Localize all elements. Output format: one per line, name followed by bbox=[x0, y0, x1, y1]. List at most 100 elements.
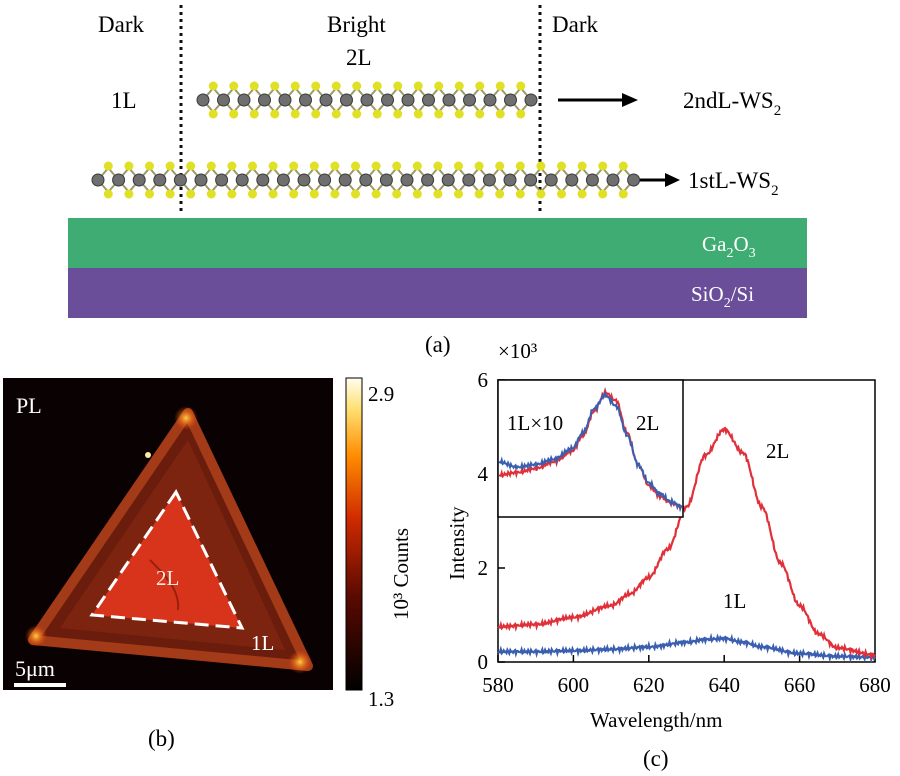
layer1-sulfur-atom bbox=[186, 161, 196, 171]
region-center-label: Bright bbox=[327, 12, 386, 37]
layer2-sulfur-atom bbox=[290, 81, 300, 91]
layer1-sulfur-atom bbox=[289, 161, 299, 171]
region-left-label: Dark bbox=[98, 12, 144, 37]
layer2-sulfur-atom bbox=[352, 109, 362, 119]
y-tick-label: 6 bbox=[478, 368, 489, 392]
layer1-tungsten-atom bbox=[215, 173, 229, 187]
sio2-si-label: SiO2/Si bbox=[691, 282, 754, 311]
layer2-sulfur-atom bbox=[372, 81, 382, 91]
colorbar-min: 1.3 bbox=[368, 687, 394, 711]
layer1-tungsten-atom bbox=[112, 173, 126, 187]
layer1-sulfur-atom bbox=[371, 189, 381, 199]
panel-a-label: (a) bbox=[425, 332, 451, 357]
arrow-2nd-layer bbox=[558, 93, 638, 107]
layer1-sulfur-atom bbox=[124, 161, 134, 171]
layer1-sulfur-atom bbox=[351, 161, 360, 171]
x-tick-label: 600 bbox=[558, 673, 590, 697]
layer2-sulfur-atom bbox=[229, 81, 239, 91]
layer1-sulfur-atom bbox=[330, 189, 340, 199]
series-1L-line bbox=[497, 632, 876, 664]
layer1-sulfur-atom bbox=[206, 161, 216, 171]
layer2-sulfur-atom bbox=[393, 109, 403, 119]
arrow-1st-layer-label: 1stL-WS2 bbox=[688, 168, 779, 199]
region-right-label: Dark bbox=[552, 12, 598, 37]
layer2-tungsten-atom bbox=[483, 93, 497, 107]
layer1-tungsten-atom bbox=[318, 173, 332, 187]
layer1-sulfur-atom bbox=[536, 161, 546, 171]
scalebar bbox=[14, 683, 66, 687]
main-curves bbox=[497, 426, 876, 664]
y-tick-label: 4 bbox=[478, 462, 489, 486]
layer2-sulfur-atom bbox=[475, 81, 485, 91]
layer1-sulfur-atom bbox=[186, 189, 196, 199]
hotspot-left bbox=[25, 625, 47, 647]
layer1-tungsten-atom bbox=[400, 173, 414, 187]
layer1-tungsten-atom bbox=[194, 173, 208, 187]
inset-frame bbox=[497, 379, 684, 518]
layer1-tungsten-atom bbox=[503, 173, 517, 187]
layer1-sulfur-atom bbox=[392, 161, 402, 171]
layer2-sulfur-atom bbox=[413, 81, 423, 91]
layer1-tungsten-atom bbox=[379, 173, 393, 187]
x-tick-label: 640 bbox=[708, 673, 740, 697]
layer1-tungsten-atom bbox=[421, 173, 435, 187]
layer2-sulfur-atom bbox=[495, 81, 505, 91]
layer1-sulfur-atom bbox=[289, 189, 299, 199]
layer2-sulfur-atom bbox=[249, 109, 259, 119]
layer2-sulfur-atom bbox=[270, 81, 280, 91]
flake-crack bbox=[149, 559, 180, 611]
arrow-2nd-layer-label: 2ndL-WS2 bbox=[683, 88, 781, 119]
layer1-tungsten-atom bbox=[565, 173, 579, 187]
layer1-sulfur-atom bbox=[598, 189, 608, 199]
curve-label-2l: 2L bbox=[766, 439, 789, 463]
layer1-sulfur-atom bbox=[165, 161, 175, 171]
layer2-sulfur-atom bbox=[393, 81, 403, 91]
layer1-tungsten-atom bbox=[359, 173, 373, 187]
layer1-sulfur-atom bbox=[165, 189, 175, 199]
layer1-sulfur-atom bbox=[618, 189, 628, 199]
map-label-2l: 2L bbox=[156, 566, 179, 590]
layer1-sulfur-atom bbox=[412, 161, 422, 171]
layer2-sulfur-atom bbox=[454, 109, 464, 119]
layer2-tungsten-atom bbox=[422, 93, 435, 107]
layer2-tungsten-atom bbox=[504, 93, 517, 107]
layer1-tungsten-atom bbox=[441, 173, 455, 187]
panel-b: PL 2L 1L 5μm 2.9 1.3 10³ Counts (b) bbox=[3, 377, 413, 751]
layer1-sulfur-atom bbox=[248, 161, 257, 171]
layer2-tungsten-atom bbox=[463, 93, 476, 107]
layer1-tungsten-atom bbox=[132, 173, 146, 187]
layer1-sulfur-atom bbox=[145, 189, 154, 199]
layer1-sulfur-atom bbox=[227, 161, 237, 171]
layer1-sulfur-atom bbox=[227, 189, 237, 199]
x-tick-label: 580 bbox=[482, 673, 514, 697]
layer2-sulfur-atom bbox=[229, 109, 239, 119]
layer2-sulfur-atom bbox=[434, 81, 444, 91]
layer2-tungsten-atom bbox=[278, 93, 292, 107]
layer1-sulfur-atom bbox=[557, 161, 566, 171]
layer1-tungsten-atom bbox=[482, 173, 496, 187]
layer1-sulfur-atom bbox=[206, 189, 216, 199]
layer2-sulfur-atom bbox=[516, 109, 526, 119]
arrow-1st-layer bbox=[640, 173, 680, 187]
panel-c-label: (c) bbox=[643, 746, 669, 771]
layer2-sulfur-atom bbox=[516, 81, 526, 91]
layer1-tungsten-atom bbox=[173, 173, 187, 187]
layer1-sulfur-atom bbox=[618, 161, 628, 171]
layer1-tungsten-atom bbox=[235, 173, 249, 187]
layer1-sulfur-atom bbox=[412, 189, 422, 199]
layer1-sulfur-atom bbox=[330, 161, 340, 171]
x-tick-label: 660 bbox=[784, 673, 816, 697]
layer2-sulfur-atom bbox=[249, 81, 259, 91]
map-label-1l: 1L bbox=[251, 631, 274, 655]
layer-2l-label: 2L bbox=[346, 45, 372, 70]
layer1-tungsten-atom bbox=[91, 173, 105, 187]
layer2-sulfur-atom bbox=[311, 109, 321, 119]
layer2-sulfur-atom bbox=[290, 109, 300, 119]
layer2-sulfur-atom bbox=[434, 109, 444, 119]
layer1-tungsten-atom bbox=[153, 173, 167, 187]
layer1-tungsten-atom bbox=[256, 173, 270, 187]
x-axis-label: Wavelength/nm bbox=[590, 708, 722, 732]
layer1-sulfur-atom bbox=[557, 189, 566, 199]
